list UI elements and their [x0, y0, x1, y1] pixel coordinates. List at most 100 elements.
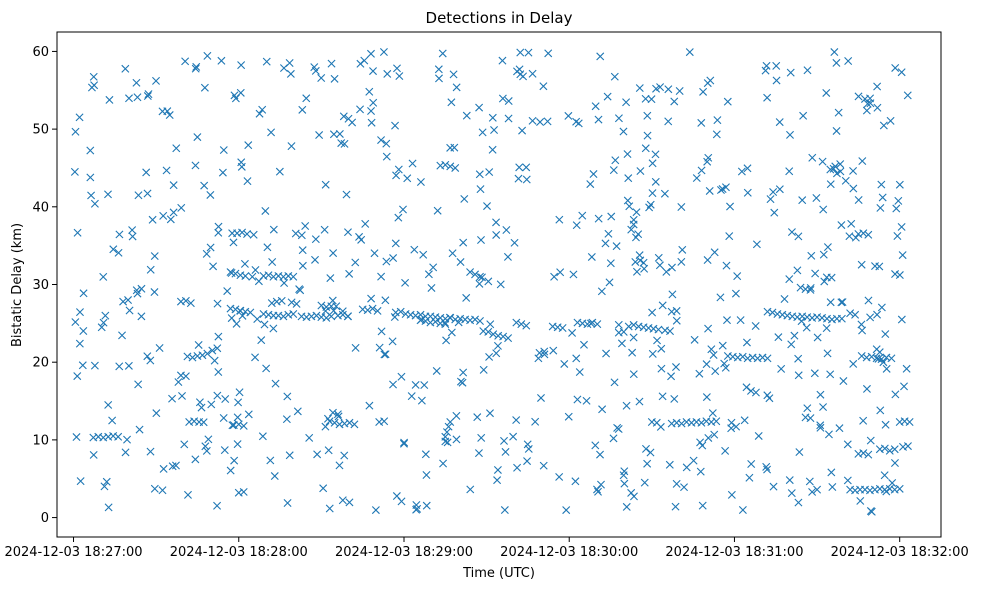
data-point	[158, 486, 167, 495]
data-point	[220, 446, 229, 455]
data-point	[424, 270, 433, 279]
data-point	[514, 174, 523, 183]
x-tick-label: 2024-12-03 18:31:00	[665, 545, 803, 560]
data-point	[171, 461, 180, 470]
data-point	[591, 102, 600, 111]
data-point	[816, 423, 825, 432]
data-point	[629, 320, 638, 329]
data-point	[326, 274, 335, 283]
y-tick-label: 10	[32, 433, 49, 448]
data-point	[877, 303, 886, 312]
data-point	[322, 313, 331, 322]
data-point	[710, 248, 719, 257]
data-point	[446, 418, 455, 427]
data-point	[802, 323, 811, 332]
data-point	[774, 333, 783, 342]
data-point	[607, 212, 616, 221]
data-point	[496, 280, 505, 289]
data-point	[317, 74, 326, 83]
data-point	[540, 347, 549, 356]
data-point	[261, 206, 270, 215]
data-point	[549, 346, 558, 355]
data-point	[720, 359, 729, 368]
data-point	[627, 225, 636, 234]
data-point	[578, 211, 587, 220]
data-point	[87, 83, 96, 92]
data-point	[531, 417, 540, 426]
data-point	[646, 448, 655, 457]
data-point	[338, 310, 347, 319]
data-point	[574, 119, 583, 128]
data-point	[340, 139, 349, 148]
data-point	[429, 263, 438, 272]
data-point	[651, 150, 660, 159]
data-point	[895, 484, 904, 493]
data-point	[648, 308, 657, 317]
data-point	[313, 450, 322, 459]
data-point	[772, 61, 781, 70]
data-point	[640, 478, 649, 487]
data-point	[604, 229, 613, 238]
data-point	[539, 82, 548, 91]
data-point	[662, 267, 671, 276]
data-point	[555, 472, 564, 481]
data-point	[645, 203, 654, 212]
data-point	[72, 433, 81, 442]
data-point	[705, 186, 714, 195]
data-point	[434, 65, 443, 74]
data-point	[624, 322, 633, 331]
data-point	[298, 246, 307, 255]
data-point	[573, 395, 582, 404]
data-point	[345, 269, 354, 278]
data-point	[466, 268, 475, 277]
data-point	[195, 398, 204, 407]
data-point	[305, 433, 314, 442]
data-point	[857, 351, 866, 360]
data-point	[629, 333, 638, 342]
y-tick-label: 20	[32, 356, 49, 371]
data-point	[338, 496, 347, 505]
data-point	[172, 144, 181, 153]
data-point	[485, 168, 494, 177]
data-point	[379, 47, 388, 56]
data-point	[206, 190, 215, 199]
data-point	[246, 308, 255, 317]
data-point	[479, 365, 488, 374]
data-point	[827, 468, 836, 477]
data-point	[891, 270, 900, 279]
data-point	[699, 87, 708, 96]
data-point	[86, 146, 95, 155]
data-point	[858, 157, 867, 166]
data-point	[144, 90, 153, 99]
data-point	[555, 215, 564, 224]
data-point	[601, 239, 610, 248]
data-point	[873, 103, 882, 112]
data-point	[512, 318, 521, 327]
data-point	[158, 107, 167, 116]
data-point	[818, 157, 827, 166]
data-point	[872, 345, 881, 354]
data-point	[887, 354, 896, 363]
x-axis: 2024-12-03 18:27:00 2024-12-03 18:28:00 20…	[4, 537, 969, 560]
data-point	[443, 438, 452, 447]
data-point	[762, 61, 771, 70]
data-point	[528, 116, 537, 125]
data-point	[828, 483, 837, 491]
data-point	[857, 260, 866, 269]
data-point	[451, 163, 460, 172]
data-point	[210, 356, 219, 365]
data-point	[864, 296, 873, 305]
data-point	[238, 311, 247, 320]
data-point	[109, 245, 118, 254]
data-point	[477, 236, 485, 244]
data-point	[446, 313, 455, 322]
data-point	[392, 171, 401, 180]
data-point	[498, 94, 507, 103]
data-point	[432, 366, 441, 375]
data-point	[441, 437, 450, 446]
data-point	[86, 173, 95, 182]
data-point	[477, 433, 486, 442]
data-point	[830, 48, 839, 57]
data-point	[499, 332, 508, 341]
data-point	[639, 258, 648, 267]
